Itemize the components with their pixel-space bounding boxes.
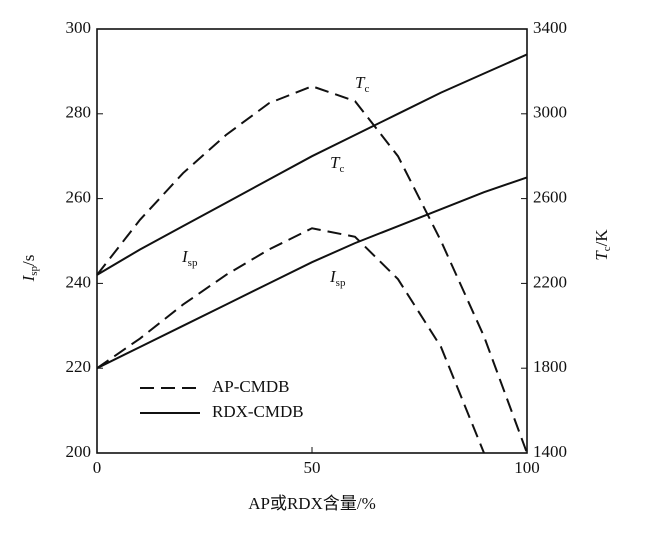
annotation-text: I: [329, 267, 337, 286]
y-tick-label: 200: [66, 442, 92, 461]
y-axis-title: Isp/s: [19, 255, 40, 283]
annotation-text: T: [330, 153, 341, 172]
y-tick-label: 260: [66, 188, 92, 207]
y2-tick-label: 2200: [533, 272, 567, 291]
data-line: [96, 227, 485, 454]
annotation-sub: sp: [336, 277, 346, 289]
annotation: Isp: [329, 267, 346, 289]
x-axis-title: AP或RDX含量/%: [248, 494, 376, 513]
x-tick-label: 50: [304, 458, 321, 477]
legend-label: RDX-CMDB: [212, 402, 304, 421]
annotation: Tc: [330, 153, 344, 175]
annotation-text: T: [355, 73, 366, 92]
y-tick-label: 240: [66, 272, 92, 291]
y-tick-label: 300: [66, 18, 92, 37]
annotation-text: I: [181, 247, 189, 266]
x-tick-label: 100: [514, 458, 540, 477]
data-line: [96, 85, 528, 454]
legend-label: AP-CMDB: [212, 377, 289, 396]
y2-tick-label: 1800: [533, 357, 567, 376]
data-line: [96, 53, 528, 276]
y2-tick-label: 3400: [533, 18, 567, 37]
y-tick-label: 280: [66, 103, 92, 122]
annotation: Tc: [355, 73, 369, 95]
annotation: Isp: [181, 247, 198, 269]
y2-tick-label: 3000: [533, 103, 567, 122]
plot-frame: [96, 28, 528, 454]
annotation-sub: sp: [188, 257, 198, 269]
y2-axis-title: Tc/K: [592, 229, 613, 261]
y2-tick-label: 1400: [533, 442, 567, 461]
annotation-sub: c: [364, 83, 369, 95]
y-tick-label: 220: [66, 357, 92, 376]
data-line: [96, 176, 528, 370]
x-tick-label: 0: [93, 458, 102, 477]
annotation-sub: c: [339, 163, 344, 175]
y2-tick-label: 2600: [533, 188, 567, 207]
